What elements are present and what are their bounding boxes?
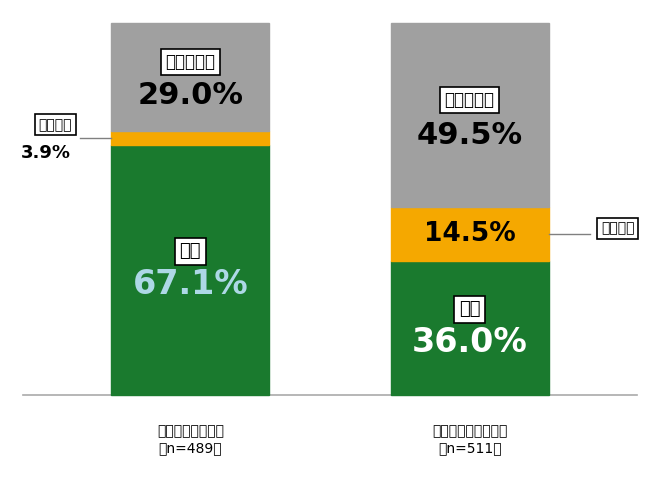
Text: わからない: わからない	[166, 53, 215, 71]
Text: 思う: 思う	[180, 243, 201, 260]
Text: 教育格差を感じる
（n=489）: 教育格差を感じる （n=489）	[157, 425, 224, 455]
Text: 教育格差を感じない
（n=511）: 教育格差を感じない （n=511）	[432, 425, 508, 455]
Bar	[391, 261, 548, 395]
Bar	[112, 23, 269, 131]
Text: 67.1%: 67.1%	[133, 268, 248, 302]
Bar	[391, 207, 548, 261]
Bar	[391, 23, 548, 207]
Text: 思わない: 思わない	[39, 118, 72, 132]
Text: 36.0%: 36.0%	[412, 326, 527, 359]
Text: 29.0%: 29.0%	[137, 81, 244, 110]
Text: 49.5%: 49.5%	[416, 121, 523, 150]
Text: 14.5%: 14.5%	[424, 221, 515, 247]
Bar	[112, 145, 269, 395]
Text: 3.9%: 3.9%	[21, 144, 71, 162]
Text: わからない: わからない	[445, 91, 494, 109]
Bar	[112, 131, 269, 145]
Text: 思わない: 思わない	[601, 221, 634, 235]
Text: 思う: 思う	[459, 300, 480, 318]
